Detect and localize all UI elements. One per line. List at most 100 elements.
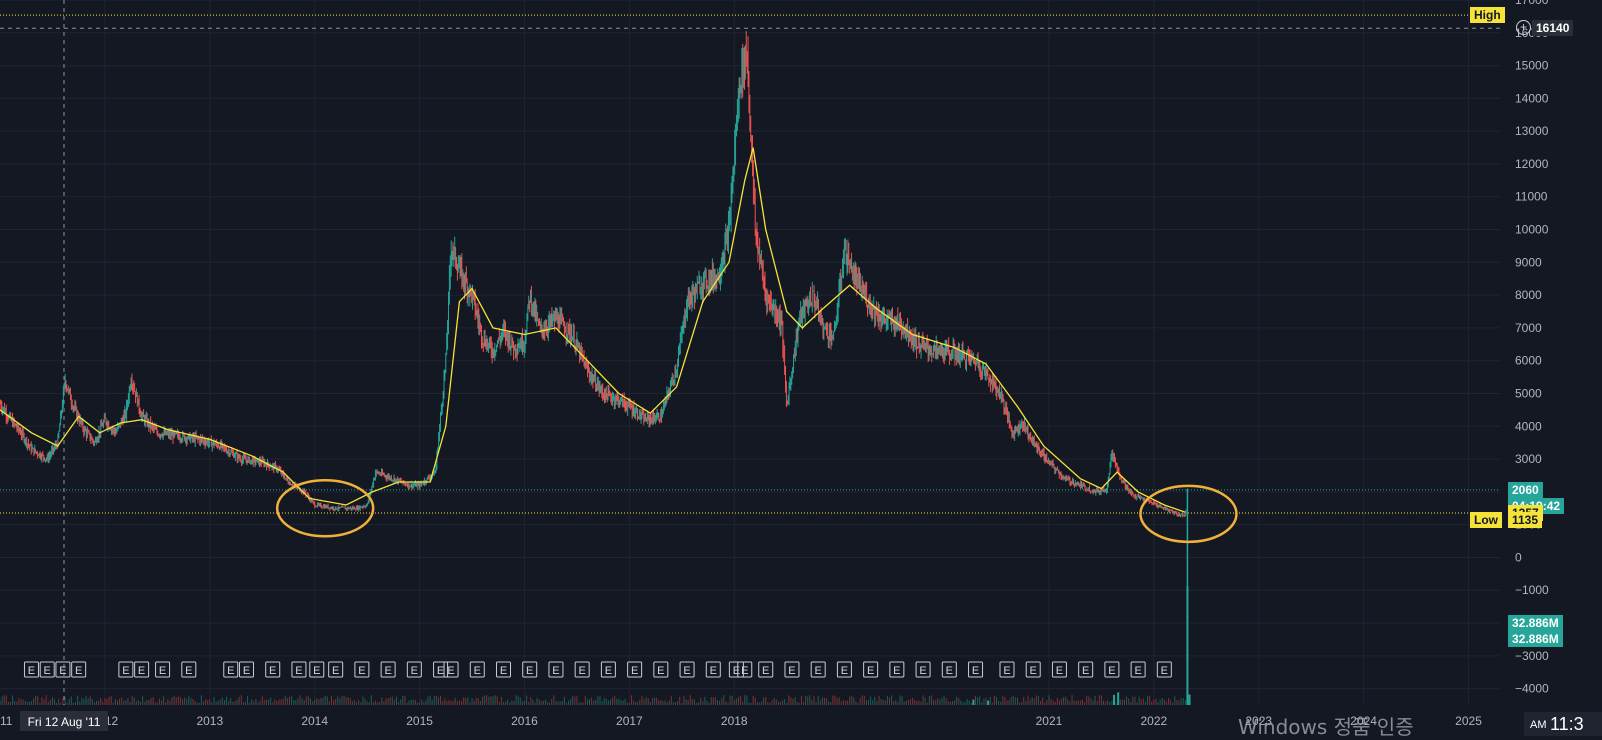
earnings-marker[interactable]: E [1130,661,1146,678]
x-tick-label: 2021 [1036,714,1063,728]
y-tick-label: −4000 [1515,682,1549,696]
svg-text:E: E [332,665,339,677]
svg-text:E: E [500,665,507,677]
earnings-marker[interactable]: E [728,661,744,678]
earnings-marker[interactable]: E [443,661,459,678]
earnings-marker[interactable]: E [968,661,984,678]
svg-text:E: E [946,665,953,677]
svg-text:E: E [710,665,717,677]
y-tick-label: 12000 [1515,157,1549,171]
earnings-marker[interactable]: E [309,661,325,678]
earnings-marker[interactable]: E [1078,661,1094,678]
earnings-marker[interactable]: E [239,661,255,678]
earnings-marker[interactable]: E [836,661,852,678]
svg-text:E: E [474,665,481,677]
svg-text:E: E [227,665,234,677]
x-tick-label: 2018 [721,714,748,728]
svg-text:E: E [437,665,444,677]
svg-text:E: E [447,665,454,677]
earnings-marker[interactable]: E [23,661,39,678]
earnings-marker[interactable]: E [406,661,422,678]
earnings-marker[interactable]: E [889,661,905,678]
earnings-marker[interactable]: E [627,661,643,678]
earnings-marker[interactable]: E [863,661,879,678]
earnings-marker[interactable]: E [495,661,511,678]
volume-tag-1: 32.886M [1508,615,1563,632]
earnings-marker[interactable]: E [999,661,1015,678]
earnings-marker[interactable]: E [574,661,590,678]
earnings-marker[interactable]: E [758,661,774,678]
y-tick-label: −3000 [1515,649,1549,663]
earnings-marker[interactable]: E [71,661,87,678]
earnings-marker[interactable]: E [433,661,449,678]
earnings-marker[interactable]: E [522,661,538,678]
taskbar-clock: AM 11:3 [1524,712,1602,736]
earnings-marker[interactable]: E [548,661,564,678]
y-tick-label: 3000 [1515,452,1542,466]
moving-average-line [0,147,1186,513]
y-tick-label: 7000 [1515,321,1542,335]
svg-text:E: E [1056,665,1063,677]
svg-text:E: E [269,665,276,677]
earnings-marker[interactable]: E [291,661,307,678]
earnings-marker[interactable]: E [705,661,721,678]
svg-text:E: E [631,665,638,677]
y-tick-label: 0 [1515,550,1522,564]
earnings-marker[interactable]: E [1051,661,1067,678]
svg-text:E: E [1134,665,1141,677]
y-tick-label: 5000 [1515,386,1542,400]
earnings-marker[interactable]: E [1104,661,1120,678]
svg-text:E: E [867,665,874,677]
earnings-marker[interactable]: E [784,661,800,678]
y-tick-label: −1000 [1515,583,1549,597]
earnings-marker[interactable]: E [469,661,485,678]
earnings-marker[interactable]: E [380,661,396,678]
y-tick-label: 8000 [1515,288,1542,302]
svg-text:E: E [313,665,320,677]
crosshair-price-tag: 16140 [1532,20,1574,37]
earnings-marker[interactable]: E [118,661,134,678]
windows-activation-watermark: Windows 정품 인증 [1238,715,1414,739]
earnings-marker[interactable]: E [354,661,370,678]
add-alert-icon[interactable]: + [1516,20,1531,35]
last-price-tag: 2060 [1508,481,1543,498]
svg-text:E: E [815,665,822,677]
earnings-marker[interactable]: E [600,661,616,678]
highlight-circle [1139,484,1238,544]
svg-text:E: E [762,665,769,677]
earnings-marker[interactable]: E [653,661,669,678]
svg-text:E: E [243,665,250,677]
low-label: Low [1470,512,1502,529]
svg-text:E: E [75,665,82,677]
earnings-marker[interactable]: E [55,661,71,678]
earnings-marker[interactable]: E [265,661,281,678]
volume-tag-2: 32.886M [1508,631,1563,648]
svg-text:E: E [1108,665,1115,677]
y-tick-label: 9000 [1515,255,1542,269]
svg-text:E: E [788,665,795,677]
earnings-marker[interactable]: E [223,661,239,678]
earnings-marker[interactable]: E [1156,661,1172,678]
earnings-marker[interactable]: E [915,661,931,678]
svg-text:E: E [893,665,900,677]
svg-text:E: E [526,665,533,677]
earnings-marker[interactable]: E [134,661,150,678]
x-tick-label: 2017 [616,714,643,728]
earnings-marker[interactable]: E [181,661,197,678]
svg-text:E: E [1161,665,1168,677]
earnings-marker[interactable]: E [328,661,344,678]
volume-bars [0,586,1191,705]
earnings-marker[interactable]: E [737,661,753,678]
earnings-marker[interactable]: E [679,661,695,678]
svg-text:E: E [552,665,559,677]
svg-text:E: E [411,665,418,677]
earnings-marker[interactable]: E [810,661,826,678]
earnings-marker[interactable]: E [941,661,957,678]
earnings-marker[interactable]: E [39,661,55,678]
svg-text:E: E [1082,665,1089,677]
crosshair-date-label: Fri 12 Aug '11 [28,715,101,729]
earnings-marker[interactable]: E [1025,661,1041,678]
svg-text:E: E [138,665,145,677]
earnings-marker[interactable]: E [155,661,171,678]
